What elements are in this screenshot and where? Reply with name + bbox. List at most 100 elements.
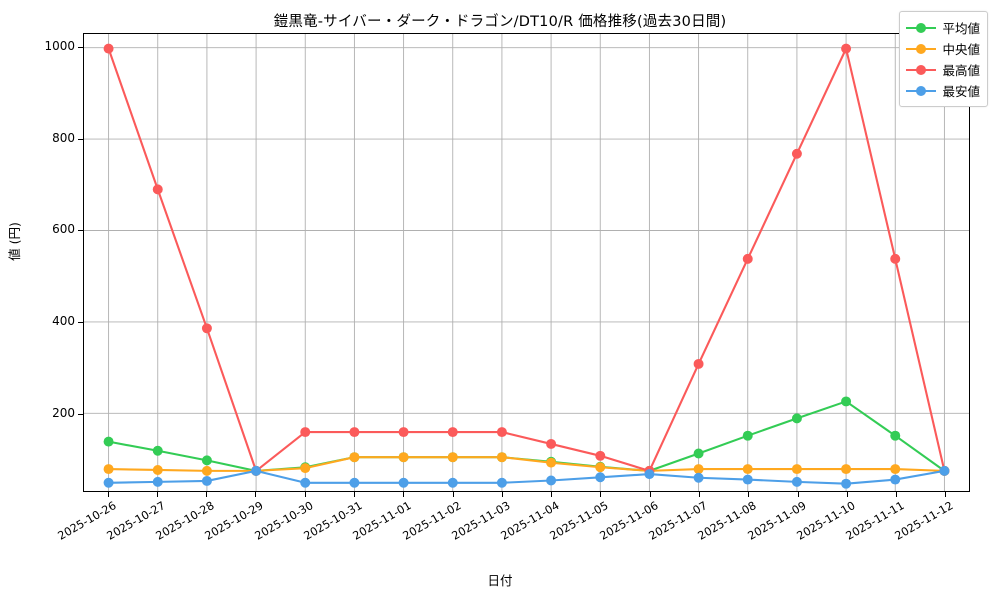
data-point — [201, 465, 212, 476]
plot-area — [83, 33, 970, 492]
data-point — [595, 472, 606, 483]
x-tick-mark — [748, 492, 750, 497]
data-point — [841, 464, 852, 475]
data-point — [251, 465, 262, 476]
x-tick-mark — [896, 492, 898, 497]
data-point — [841, 43, 852, 54]
x-tick-mark — [501, 492, 503, 497]
x-tick-mark — [600, 492, 602, 497]
data-point — [300, 463, 311, 474]
grid-lines — [84, 34, 969, 491]
data-point — [595, 462, 606, 473]
data-point — [349, 427, 360, 438]
y-tick-label: 800 — [52, 130, 75, 145]
data-point — [152, 464, 163, 475]
data-point — [152, 184, 163, 195]
data-point — [890, 464, 901, 475]
series-lines — [103, 43, 950, 489]
data-point — [447, 477, 458, 488]
x-tick-mark — [945, 492, 947, 497]
x-tick-mark — [551, 492, 553, 497]
data-point — [791, 413, 802, 424]
y-axis-label: 値 (円) — [6, 222, 22, 261]
legend-label: 最高値 — [942, 63, 980, 78]
chart-legend[interactable]: 平均値中央値最高値最安値 — [899, 11, 988, 107]
data-point — [300, 427, 311, 438]
series-line-1 — [107, 456, 946, 472]
data-point — [349, 452, 360, 463]
series-line-3 — [107, 469, 946, 485]
x-tick-mark — [403, 492, 405, 497]
data-point — [841, 478, 852, 489]
x-tick-mark — [846, 492, 848, 497]
x-axis-label: 日付 — [487, 573, 513, 588]
data-point — [841, 396, 852, 407]
x-tick-mark — [304, 492, 306, 497]
x-tick-mark — [107, 492, 109, 497]
data-point — [693, 472, 704, 483]
data-point — [398, 477, 409, 488]
data-point — [742, 253, 753, 264]
data-point — [349, 477, 360, 488]
y-tick-label: 200 — [52, 405, 75, 420]
legend-marker-icon — [906, 21, 937, 35]
data-point — [201, 323, 212, 334]
legend-marker-icon — [906, 84, 937, 98]
x-tick-mark — [698, 492, 700, 497]
data-point — [742, 474, 753, 485]
data-point — [152, 445, 163, 456]
data-point — [890, 474, 901, 485]
y-tick-label: 600 — [52, 222, 75, 237]
data-point — [447, 452, 458, 463]
data-point — [693, 464, 704, 475]
data-point — [595, 450, 606, 461]
data-point — [890, 253, 901, 264]
data-point — [791, 148, 802, 159]
x-tick-mark — [354, 492, 356, 497]
data-point — [103, 43, 114, 54]
data-point — [201, 455, 212, 466]
data-point — [546, 457, 557, 468]
data-point — [398, 452, 409, 463]
data-point — [791, 464, 802, 475]
data-point — [103, 464, 114, 475]
data-point — [398, 427, 409, 438]
x-tick-mark — [452, 492, 454, 497]
legend-item-0[interactable]: 平均値 — [906, 17, 980, 38]
data-point — [201, 475, 212, 486]
y-tick-label: 400 — [52, 314, 75, 329]
data-point — [644, 469, 655, 480]
data-point — [791, 476, 802, 487]
x-tick-mark — [797, 492, 799, 497]
data-point — [103, 436, 114, 447]
legend-item-3[interactable]: 最安値 — [906, 80, 980, 101]
legend-marker-icon — [906, 63, 937, 77]
data-point — [152, 476, 163, 487]
legend-item-2[interactable]: 最高値 — [906, 59, 980, 80]
data-point — [742, 464, 753, 475]
data-point — [546, 475, 557, 486]
series-line-2 — [107, 47, 946, 472]
data-point — [939, 465, 950, 476]
chart-title: 鎧黒竜-サイバー・ダーク・ドラゴン/DT10/R 価格推移(過去30日間) — [273, 14, 727, 30]
legend-marker-icon — [906, 42, 937, 56]
data-point — [496, 452, 507, 463]
data-point — [890, 430, 901, 441]
legend-label: 中央値 — [942, 42, 980, 57]
data-point — [103, 477, 114, 488]
x-tick-mark — [255, 492, 257, 497]
x-tick-mark — [649, 492, 651, 497]
data-point — [496, 427, 507, 438]
data-point — [546, 438, 557, 449]
x-tick-mark — [156, 492, 158, 497]
x-tick-mark — [206, 492, 208, 497]
data-point — [496, 477, 507, 488]
legend-item-1[interactable]: 中央値 — [906, 38, 980, 59]
data-point — [447, 427, 458, 438]
y-tick-label: 1000 — [44, 38, 75, 53]
data-point — [693, 358, 704, 369]
data-point — [693, 448, 704, 459]
data-point — [300, 477, 311, 488]
data-point — [742, 430, 753, 441]
